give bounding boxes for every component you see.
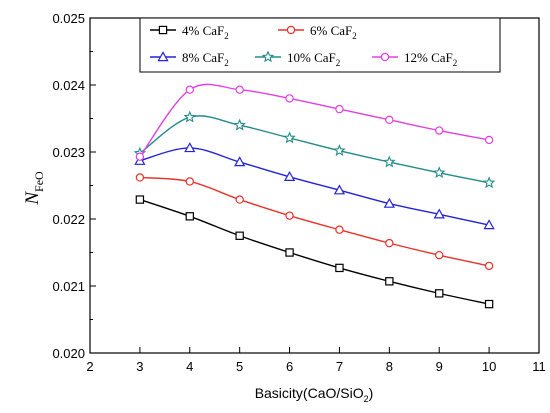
data-point	[482, 176, 496, 189]
data-point	[285, 211, 294, 220]
legend-item-5: 12% CaF2	[372, 50, 457, 68]
data-point	[383, 155, 396, 168]
data-point	[185, 177, 194, 186]
data-point	[435, 250, 444, 260]
data-point	[385, 277, 394, 286]
legend-item-4: 10% CaF2	[255, 50, 340, 68]
data-point	[484, 261, 494, 271]
legend-label: 6% CaF2	[310, 23, 357, 41]
data-point	[335, 263, 344, 273]
series-5	[135, 83, 494, 161]
data-point	[235, 85, 244, 94]
data-point	[335, 104, 344, 114]
axis-ticks	[89, 17, 540, 354]
series-1	[135, 195, 494, 309]
data-point	[385, 238, 394, 248]
legend: 4% CaF2 6% CaF2 8% CaF2 10% CaF2 12% CaF2	[139, 17, 501, 73]
x-axis-title: Basicity(CaO/SiO2)	[255, 385, 374, 404]
legend-item-1: 4% CaF2	[150, 23, 229, 41]
y-tick-label: 0.024	[52, 78, 85, 93]
legend-marker	[286, 25, 296, 35]
series-layer	[133, 83, 496, 309]
tick-labels: 2 3 4 5 6 7 8 9 10 11 0.020 0.021 0.022 0.023 0.024 0.0…	[52, 11, 545, 374]
legend-item-2: 6% CaF2	[278, 23, 357, 41]
data-point	[335, 225, 344, 234]
data-point	[235, 195, 244, 204]
legend-label: 10% CaF2	[287, 50, 340, 68]
legend-marker	[158, 25, 168, 35]
data-point	[135, 152, 145, 161]
data-point	[435, 126, 444, 135]
data-point	[333, 184, 346, 195]
y-tick-label: 0.020	[52, 346, 85, 361]
y-axis-title: NFeO	[22, 171, 46, 206]
legend-item-3: 8% CaF2	[150, 50, 229, 68]
data-point	[385, 115, 394, 125]
data-point	[433, 208, 445, 219]
data-point	[183, 110, 196, 123]
x-tick-label: 8	[386, 359, 393, 374]
data-point	[435, 289, 444, 298]
x-tick-label: 11	[532, 359, 546, 374]
x-tick-label: 4	[186, 359, 193, 374]
data-point	[383, 197, 395, 208]
data-point	[285, 248, 294, 257]
data-point	[233, 118, 246, 131]
y-tick-label: 0.023	[52, 145, 85, 160]
y-tick-label: 0.025	[52, 11, 85, 26]
series-line	[139, 147, 490, 226]
data-point	[433, 166, 446, 179]
data-point	[135, 173, 145, 182]
y-tick-label: 0.022	[52, 212, 85, 227]
x-tick-label: 9	[436, 359, 443, 374]
data-point	[234, 156, 246, 167]
series-3	[134, 142, 495, 230]
data-point	[185, 85, 194, 94]
data-point	[483, 219, 495, 230]
data-point	[135, 195, 145, 204]
series-2	[135, 173, 494, 271]
data-point	[235, 231, 244, 240]
data-point	[283, 170, 296, 181]
y-tick-label: 0.021	[52, 279, 85, 294]
x-tick-label: 3	[136, 359, 143, 374]
data-point	[333, 144, 346, 156]
legend-marker	[380, 52, 390, 62]
legend-marker	[157, 51, 169, 62]
data-point	[184, 142, 196, 153]
data-point	[285, 94, 294, 103]
x-tick-label: 7	[336, 359, 343, 374]
series-line	[139, 176, 490, 267]
legend-label: 8% CaF2	[182, 50, 229, 68]
x-tick-label: 5	[236, 359, 243, 374]
legend-box	[139, 17, 501, 73]
x-tick-label: 10	[482, 359, 496, 374]
data-point	[283, 131, 296, 144]
legend-marker	[261, 50, 275, 63]
legend-label: 12% CaF2	[404, 50, 457, 68]
data-point	[484, 135, 494, 145]
x-tick-label: 2	[86, 359, 93, 374]
legend-label: 4% CaF2	[182, 23, 229, 41]
data-point	[484, 299, 494, 309]
x-tick-label: 6	[286, 359, 293, 374]
data-point	[185, 212, 194, 221]
